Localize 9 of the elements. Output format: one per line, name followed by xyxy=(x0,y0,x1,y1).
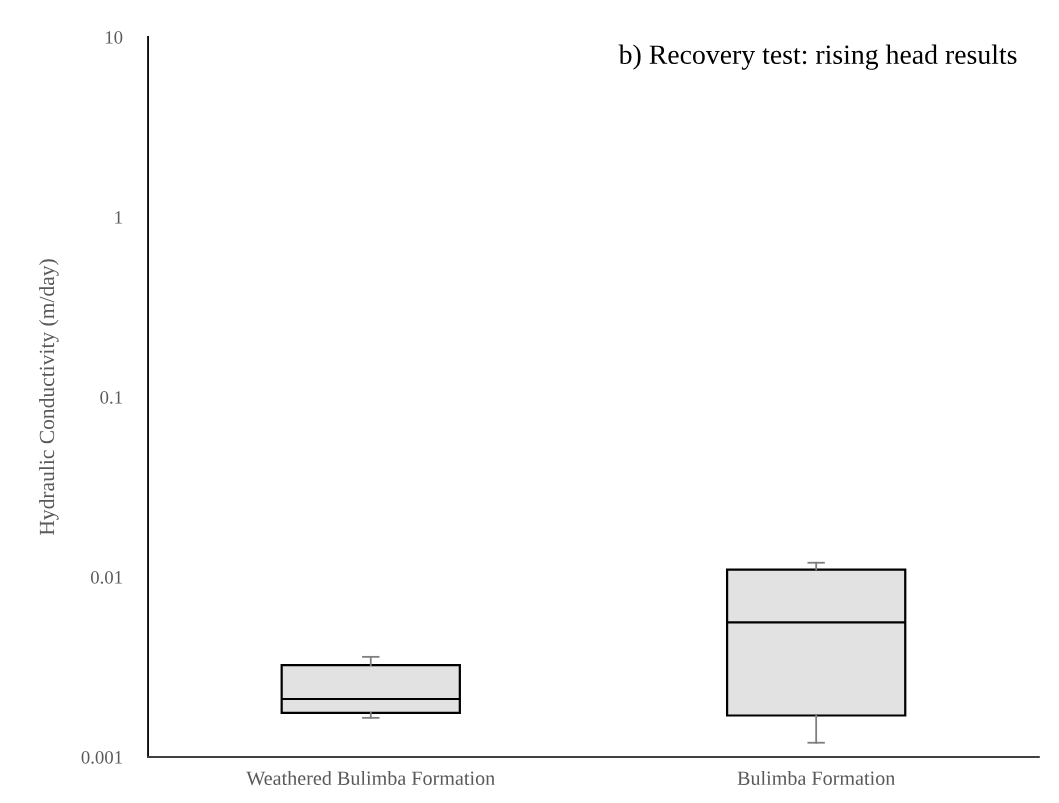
x-tick-label: Weathered Bulimba Formation xyxy=(246,770,495,786)
y-tick-label: 10 xyxy=(105,31,123,44)
y-axis-title: Hydraulic Conductivity (m/day) xyxy=(39,259,59,536)
y-tick-label: 1 xyxy=(115,211,122,224)
y-tick-label: 0.1 xyxy=(100,391,122,404)
x-tick-label: Bulimba Formation xyxy=(737,770,896,786)
y-tick-label: 0.01 xyxy=(90,571,122,584)
chart-title: b) Recovery test: rising head results xyxy=(618,44,1017,70)
y-tick-label: 0.001 xyxy=(81,751,122,764)
